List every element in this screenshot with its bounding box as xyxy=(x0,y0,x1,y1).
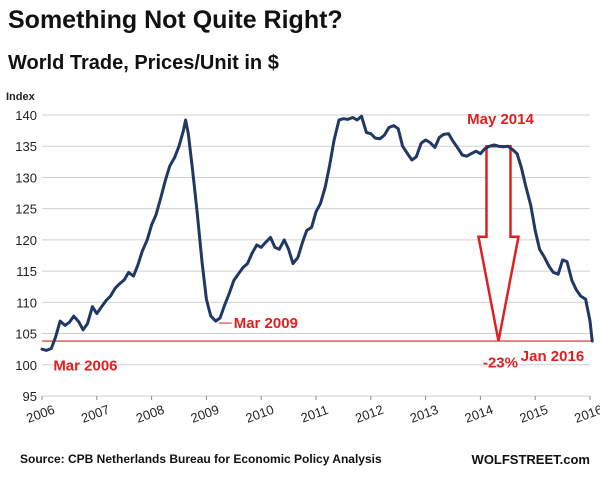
annotation-label: Mar 2006 xyxy=(53,358,117,375)
x-tick-label: 2006 xyxy=(24,402,56,426)
x-tick-label: 2009 xyxy=(189,402,221,426)
annotation-label: Jan 2016 xyxy=(521,348,584,365)
x-tick-label: 2016 xyxy=(572,402,600,426)
annotation-label: Mar 2009 xyxy=(234,315,298,332)
x-tick-label: 2013 xyxy=(408,402,440,426)
y-tick-label: 95 xyxy=(23,389,37,404)
y-tick-label: 110 xyxy=(16,295,37,310)
x-tick-label: 2014 xyxy=(463,402,495,426)
y-tick-label: 135 xyxy=(15,139,37,154)
annotation-label: -23% xyxy=(483,354,518,371)
y-axis-label: Index xyxy=(6,91,36,103)
y-tick-label: 120 xyxy=(15,233,37,248)
x-tick-label: 2007 xyxy=(79,402,111,426)
x-tick-label: 2008 xyxy=(134,402,166,426)
y-tick-label: 115 xyxy=(16,264,37,279)
x-tick-label: 2015 xyxy=(518,402,550,426)
y-tick-label: 100 xyxy=(15,358,37,373)
y-tick-label: 130 xyxy=(15,170,37,185)
x-tick-label: 2011 xyxy=(299,402,330,426)
annotation-label: May 2014 xyxy=(467,111,534,128)
annotations: Mar 2006 Mar 2009 May 2014 -23% Jan 2016 xyxy=(53,111,584,374)
y-tick-label: 140 xyxy=(15,108,37,123)
y-axis-ticks: 95 100 105 110 115 120 125 130 135 140 xyxy=(15,108,37,404)
decline-arrow xyxy=(476,144,520,342)
x-axis-ticks: 2006 2007 2008 2009 2010 2011 2012 2013 2014 2015… xyxy=(24,396,600,426)
chart-title: Something Not Quite Right? xyxy=(8,6,343,34)
brand-label: WOLFSTREET.com xyxy=(471,452,590,467)
y-tick-label: 105 xyxy=(15,327,37,342)
y-tick-label: 125 xyxy=(15,202,37,217)
series-line xyxy=(40,114,594,352)
x-tick-label: 2010 xyxy=(244,402,276,426)
chart-subtitle: World Trade, Prices/Unit in $ xyxy=(8,52,279,74)
source-note: Source: CPB Netherlands Bureau for Econo… xyxy=(20,452,382,466)
x-tick-label: 2012 xyxy=(353,402,385,426)
